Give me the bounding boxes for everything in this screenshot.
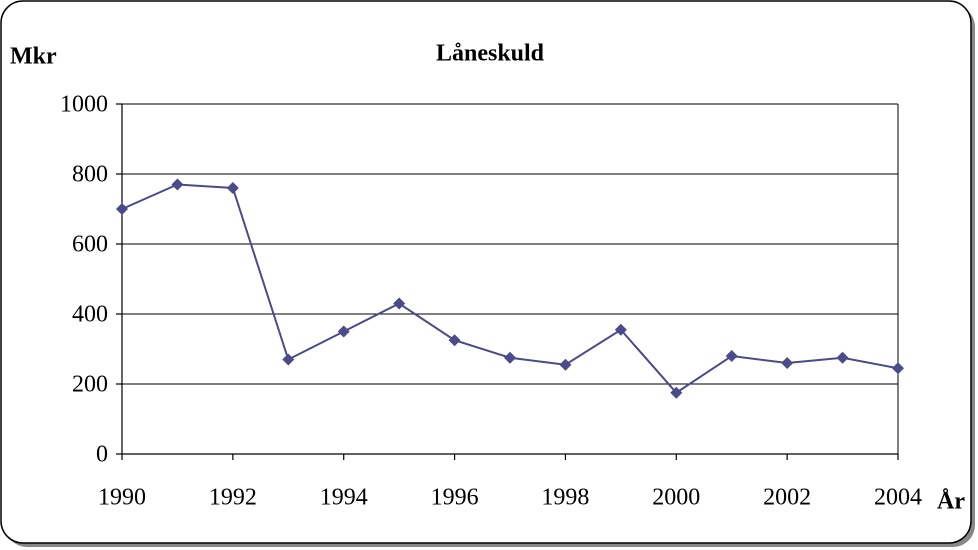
y-axis-label: Mkr: [10, 44, 57, 70]
data-point: [836, 351, 849, 364]
x-tick-label: 2004: [874, 485, 922, 511]
data-point: [116, 203, 128, 215]
x-tick-label: 1996: [431, 485, 479, 511]
data-point: [670, 386, 683, 399]
x-axis-label: År: [937, 489, 965, 515]
x-tick-label: 2002: [763, 485, 811, 511]
data-point: [337, 325, 350, 338]
data-point: [559, 358, 572, 371]
x-tick-label: 2000: [652, 485, 700, 511]
y-tick-label: 400: [72, 302, 108, 328]
data-point: [282, 353, 295, 366]
y-tick-label: 600: [72, 232, 108, 258]
data-point: [504, 351, 516, 364]
data-point: [448, 334, 461, 347]
data-point: [892, 362, 904, 375]
data-point: [226, 182, 239, 194]
chart-title: Låneskuld: [436, 41, 545, 67]
data-point: [614, 323, 627, 336]
data-point: [725, 350, 738, 362]
y-tick-label: 1000: [60, 92, 108, 118]
x-tick-label: 1992: [209, 485, 257, 511]
x-tick-label: 1990: [98, 485, 146, 511]
data-point: [781, 357, 794, 369]
y-tick-label: 0: [96, 442, 108, 468]
y-tick-label: 800: [72, 162, 108, 188]
x-tick-label: 1998: [541, 485, 589, 511]
data-point: [393, 297, 406, 310]
data-point: [171, 178, 184, 191]
x-tick-label: 1994: [320, 485, 368, 511]
y-tick-label: 200: [72, 372, 108, 398]
